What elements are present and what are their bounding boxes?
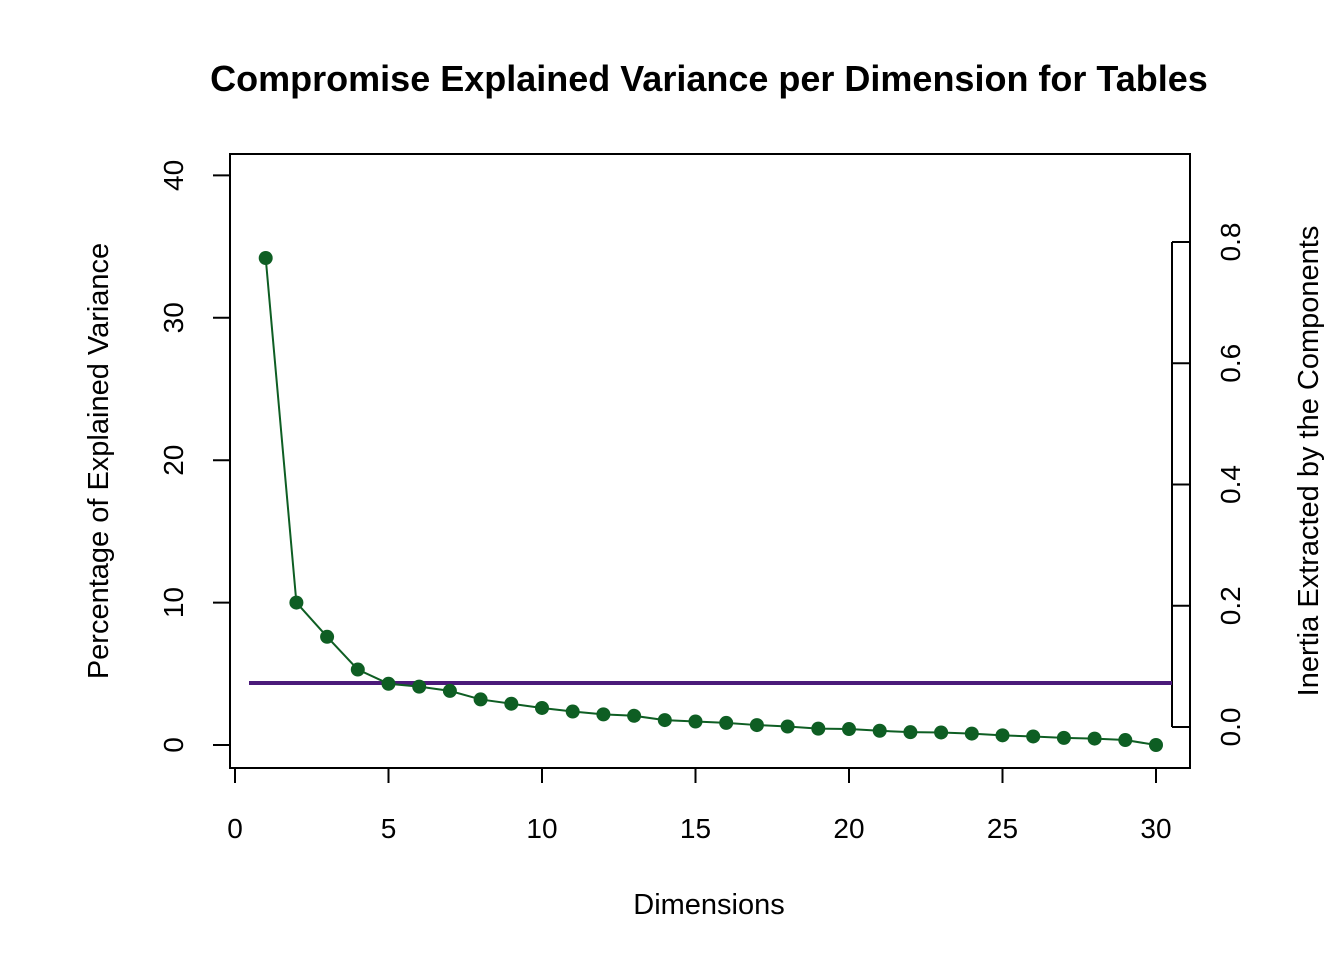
data-point <box>903 725 918 740</box>
secondary-y-tick-label: 0.0 <box>1215 708 1246 747</box>
secondary-y-tick-label: 0.8 <box>1215 223 1246 262</box>
data-point <box>1149 738 1163 752</box>
data-point <box>320 629 335 644</box>
data-point <box>1118 733 1133 748</box>
x-tick-label: 10 <box>526 813 557 844</box>
data-point <box>719 715 734 730</box>
data-point <box>872 723 887 738</box>
data-point <box>1087 731 1102 746</box>
data-point <box>504 696 519 711</box>
data-point <box>995 728 1010 743</box>
x-axis-title: Dimensions <box>633 889 785 921</box>
data-point <box>289 595 304 610</box>
x-tick-label: 25 <box>987 813 1018 844</box>
plot-frame <box>229 153 1191 769</box>
y-tick-label: 20 <box>158 445 189 476</box>
data-point <box>657 713 672 728</box>
x-tick-label: 20 <box>833 813 864 844</box>
plot-marks <box>249 250 1172 752</box>
data-point <box>442 683 457 698</box>
series-line <box>264 257 1157 746</box>
x-tick-label: 5 <box>381 813 397 844</box>
data-point <box>749 718 764 733</box>
y-tick-label: 40 <box>158 160 189 191</box>
secondary-y-axis-title: Inertia Extracted by the Components <box>1293 226 1325 697</box>
data-point <box>381 676 396 691</box>
secondary-y-tick-label: 0.4 <box>1215 465 1246 504</box>
x-tick-label: 30 <box>1140 813 1171 844</box>
secondary-y-tick-label: 0.6 <box>1215 344 1246 383</box>
data-point <box>596 707 611 722</box>
data-point <box>688 714 703 729</box>
data-point <box>780 719 795 734</box>
chart-title: Compromise Explained Variance per Dimens… <box>210 58 1208 99</box>
y-tick-label: 30 <box>158 302 189 333</box>
data-point <box>811 721 826 736</box>
secondary-y-tick-label: 0.2 <box>1215 586 1246 625</box>
secondary-y-axis: 0.0 0.2 0.4 0.6 0.8 <box>1171 223 1246 747</box>
data-point <box>1026 729 1041 744</box>
x-tick-label: 15 <box>680 813 711 844</box>
x-axis: 0 5 10 15 20 25 30 <box>227 767 1172 844</box>
data-point <box>565 704 580 719</box>
y-tick-label: 10 <box>158 587 189 618</box>
y-axis: 0 10 20 30 40 <box>158 160 231 753</box>
data-point <box>627 708 642 723</box>
data-point <box>473 692 488 707</box>
x-tick-label: 0 <box>227 813 243 844</box>
y-axis-title: Percentage of Explained Variance <box>83 243 115 679</box>
data-point <box>842 722 856 737</box>
data-point <box>350 662 365 677</box>
data-point <box>1056 730 1071 745</box>
data-point <box>964 726 979 741</box>
data-point <box>412 679 427 694</box>
data-point <box>535 700 549 715</box>
y-tick-label: 0 <box>158 737 189 753</box>
data-point <box>258 250 273 265</box>
data-point <box>934 725 949 740</box>
